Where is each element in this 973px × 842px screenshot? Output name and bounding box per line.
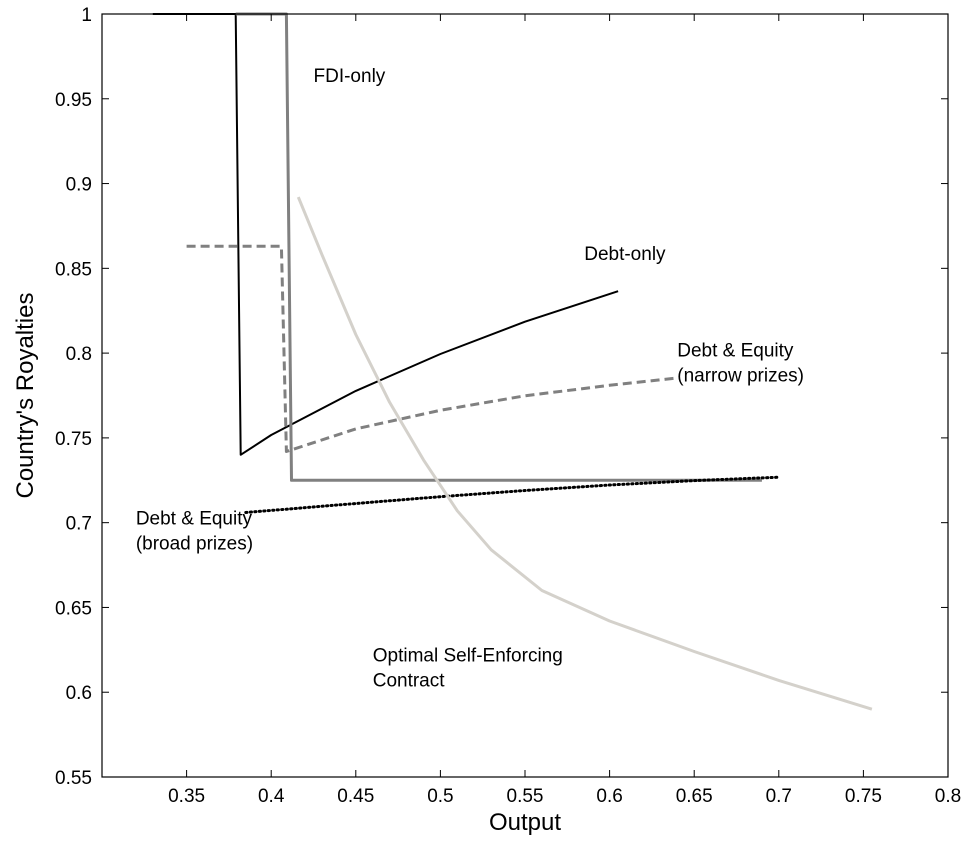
x-tick-label: 0.65 [676,786,713,807]
annotation-4: Debt & Equity [136,508,253,529]
y-tick-label: 0.65 [55,598,92,619]
series-line-3 [186,244,678,453]
x-tick-label: 0.4 [258,786,285,807]
x-tick-label: 0.5 [427,786,453,807]
x-tick-label: 0.45 [337,786,374,807]
series-layer [152,12,873,711]
x-tick-label: 0.7 [766,786,792,807]
x-tick-label: 0.35 [168,786,205,807]
annotation-3: (narrow prizes) [677,366,804,387]
annotation-5: Contract [373,671,446,692]
y-tick-label: 0.85 [55,259,92,280]
annotation-4: (broad prizes) [136,533,253,554]
annotation-2: Debt-only [584,244,666,265]
series-line-1 [152,13,619,456]
y-tick-label: 0.55 [55,768,92,789]
y-tick-label: 0.95 [55,90,92,111]
series-line-4 [244,475,781,514]
annotation-1: FDI-only [314,66,386,87]
y-tick-label: 1 [81,5,92,26]
y-tick-label: 0.7 [66,514,92,535]
y-tick-label: 0.6 [66,683,92,704]
y-tick-label: 0.75 [55,429,92,450]
y-tick-label: 0.9 [66,175,92,196]
x-tick-label: 0.75 [845,786,882,807]
x-tick-label: 0.55 [507,786,544,807]
annotations-layer: FDI-only Debt-only Debt & Equity (narrow pr… [136,66,804,692]
annotation-3: Debt & Equity [677,341,794,362]
x-tick-label: 0.8 [935,786,961,807]
x-tick-label: 0.6 [596,786,622,807]
ticks-layer: 0.35 0.4 0.45 0.5 0.55 0.6 0.65 0.7 0.75 0.8 0.55 0… [55,5,961,807]
annotation-5: Optimal Self-Enforcing [373,646,563,667]
series-line-5 [296,196,873,711]
x-axis-title: Output [489,809,561,836]
y-axis-title: Country's Royalties [12,293,39,499]
y-tick-label: 0.8 [66,344,92,365]
